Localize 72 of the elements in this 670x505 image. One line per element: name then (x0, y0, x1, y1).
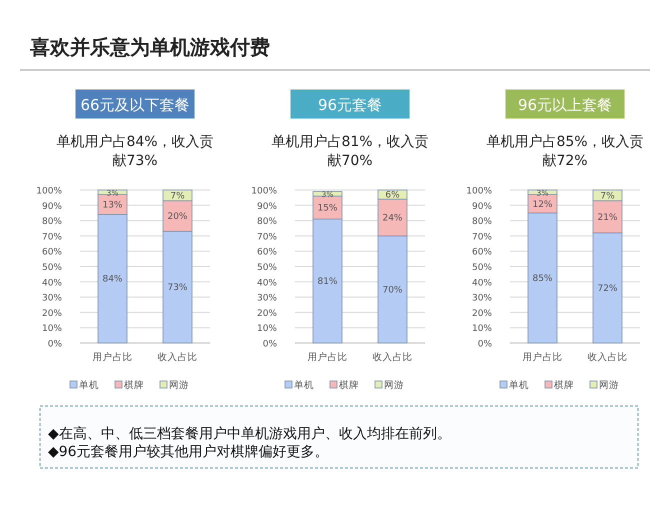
y-tick-label: 40% (42, 278, 62, 288)
y-tick-label: 70% (472, 232, 492, 242)
y-tick-label: 70% (256, 232, 278, 242)
chart-title: 96元套餐 (318, 96, 382, 114)
y-tick-label: 80% (42, 217, 62, 228)
chart-subtitle: 单机用户占81%，收入贡献70% (271, 134, 429, 169)
y-tick-label: 60% (472, 248, 492, 258)
legend-label: 网游 (384, 379, 404, 391)
y-tick-label: 50% (42, 263, 62, 273)
y-tick-label: 50% (256, 263, 278, 273)
y-tick-label: 70% (42, 232, 62, 242)
y-tick-label: 20% (256, 308, 278, 319)
y-tick-label: 100% (36, 186, 62, 196)
x-tick-label: 收入占比 (372, 351, 412, 363)
x-tick-label: 用户占比 (522, 351, 562, 363)
data-label: 85% (532, 274, 553, 284)
data-label: 21% (597, 212, 618, 223)
chart-subtitle: 单机用户占84%，收入贡献73% (56, 134, 214, 169)
chart-title: 66元及以下套餐 (80, 96, 190, 114)
legend-label: 棋牌 (554, 379, 574, 391)
y-tick-label: 90% (42, 202, 62, 212)
data-label: 13% (102, 200, 123, 211)
y-tick-label: 10% (472, 324, 492, 334)
legend-label: 网游 (599, 379, 619, 391)
legend-label: 网游 (169, 379, 189, 391)
x-tick-label: 用户占比 (92, 351, 132, 363)
y-tick-label: 100% (466, 186, 492, 196)
x-tick-label: 收入占比 (588, 351, 628, 363)
y-tick-label: 80% (256, 217, 278, 228)
text: ◆在高、中、低三档套餐用户中单机游戏用户、收入均排在前列。 (48, 426, 451, 442)
y-tick-label: 30% (42, 294, 62, 304)
y-tick-label: 30% (256, 294, 278, 304)
y-tick-label: 30% (472, 294, 492, 304)
y-tick-label: 60% (42, 248, 62, 258)
x-tick-label: 用户占比 (308, 351, 348, 363)
text: 喜欢并乐意为单机游戏付费 (29, 35, 270, 59)
y-tick-label: 10% (42, 324, 62, 334)
data-label: 12% (532, 200, 553, 210)
data-label: 84% (102, 274, 123, 285)
data-label: 15% (317, 204, 338, 214)
data-label: 24% (382, 214, 403, 224)
y-tick-label: 90% (472, 202, 492, 212)
data-label: 72% (597, 284, 618, 294)
chart-subtitle: 单机用户占85%，收入贡献72% (486, 134, 644, 169)
data-label: 7% (600, 191, 616, 202)
data-label: 81% (317, 277, 338, 288)
y-tick-label: 0% (478, 340, 492, 350)
y-tick-label: 0% (262, 340, 278, 350)
chart-title: 96元以上套餐 (518, 96, 612, 114)
legend-label: 单机 (294, 379, 314, 391)
text: ◆96元套餐用户较其他用户对棋牌偏好更多。 (48, 444, 329, 460)
y-tick-label: 0% (48, 340, 62, 350)
data-label: 6% (385, 190, 400, 201)
y-tick-label: 20% (472, 308, 492, 319)
y-tick-label: 40% (256, 278, 278, 288)
y-tick-label: 10% (256, 324, 278, 334)
data-label: 73% (167, 283, 188, 294)
y-tick-label: 40% (472, 278, 492, 288)
y-tick-label: 20% (42, 308, 62, 319)
legend-label: 棋牌 (339, 379, 359, 391)
y-tick-label: 50% (472, 263, 492, 273)
y-tick-label: 90% (256, 202, 278, 212)
y-tick-label: 80% (472, 217, 492, 228)
data-label: 70% (382, 285, 403, 296)
legend-label: 棋牌 (124, 379, 144, 391)
y-tick-label: 100% (251, 186, 278, 196)
x-tick-label: 收入占比 (158, 351, 198, 363)
data-label: 7% (170, 191, 186, 202)
data-label: 20% (167, 212, 188, 222)
y-tick-label: 60% (256, 248, 278, 258)
legend-label: 单机 (79, 379, 99, 391)
legend-label: 单机 (509, 379, 529, 391)
